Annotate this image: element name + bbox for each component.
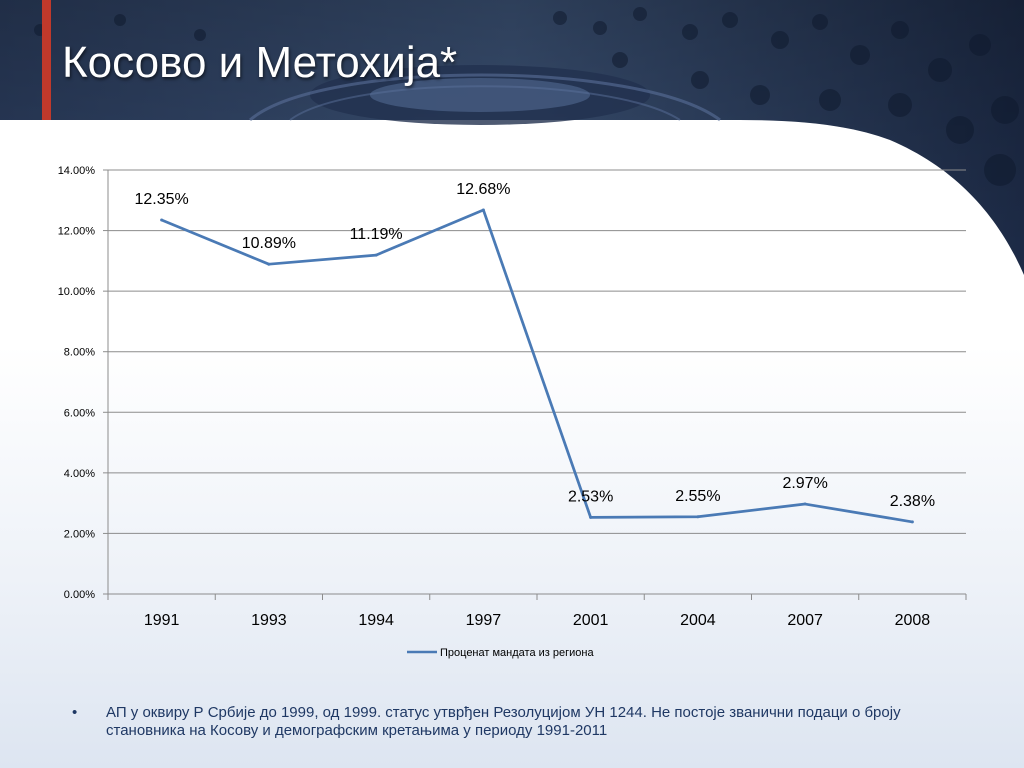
y-tick-label: 2.00%: [64, 528, 95, 540]
legend-label: Проценат мандата из региона: [440, 647, 594, 659]
data-label: 12.35%: [134, 191, 188, 208]
data-label: 2.55%: [675, 488, 720, 505]
slide-title: Косово и Метохија*: [62, 38, 458, 87]
data-label: 10.89%: [242, 235, 296, 252]
y-tick-label: 14.00%: [58, 165, 96, 177]
x-category-label: 2004: [680, 612, 716, 629]
x-category-label: 1993: [251, 612, 287, 629]
x-category-label: 2007: [787, 612, 823, 629]
header-banner: [0, 0, 1024, 300]
parliament-banner-image: [0, 0, 1024, 275]
axes: [107, 170, 966, 595]
legend: Проценат мандата из региона: [407, 647, 594, 659]
y-tick-label: 6.00%: [64, 407, 95, 419]
data-point: [589, 515, 593, 519]
data-point: [267, 262, 271, 266]
y-tick-label: 4.00%: [64, 468, 95, 480]
y-axis-ticks: 0.00% 2.00% 4.00% 6.00% 8.00% 10.00% 12.00% 14.…: [58, 165, 108, 601]
y-tick-label: 8.00%: [64, 347, 95, 359]
x-category-label: 1991: [144, 612, 180, 629]
line-chart: 0.00% 2.00% 4.00% 6.00% 8.00% 10.00% 12.00% 14.…: [58, 165, 967, 659]
x-category-label: 2001: [573, 612, 609, 629]
series-line: [161, 208, 913, 524]
data-label: 12.68%: [456, 181, 510, 198]
y-tick-label: 0.00%: [64, 589, 95, 601]
footnote-text: АП у оквиру Р Србије до 1999, од 1999. с…: [106, 704, 901, 739]
data-labels: 12.35% 10.89% 11.19% 12.68% 2.53% 2.55% 2.97% 2…: [134, 181, 935, 510]
x-category-label: 1994: [358, 612, 394, 629]
bullet: •: [72, 704, 78, 721]
data-point: [803, 502, 807, 506]
data-label: 11.19%: [350, 226, 403, 243]
data-point: [481, 208, 485, 212]
data-point: [374, 253, 378, 257]
data-label: 2.97%: [782, 475, 827, 492]
x-axis-categories: 1991 1993 1994 1997 2001 2004 2007 2008: [107, 594, 967, 629]
data-point: [696, 515, 700, 519]
data-label: 2.53%: [568, 488, 613, 505]
x-category-label: 1997: [466, 612, 502, 629]
accent-bar: [42, 0, 51, 120]
y-tick-label: 10.00%: [58, 286, 96, 298]
data-point: [910, 520, 914, 524]
data-point: [160, 218, 164, 222]
gridlines: [108, 169, 966, 534]
footnote: • АП у оквиру Р Србије до 1999, од 1999.…: [72, 704, 972, 740]
x-category-label: 2008: [895, 612, 931, 629]
series: [160, 208, 914, 524]
y-tick-label: 12.00%: [58, 226, 96, 238]
data-label: 2.38%: [890, 493, 935, 510]
